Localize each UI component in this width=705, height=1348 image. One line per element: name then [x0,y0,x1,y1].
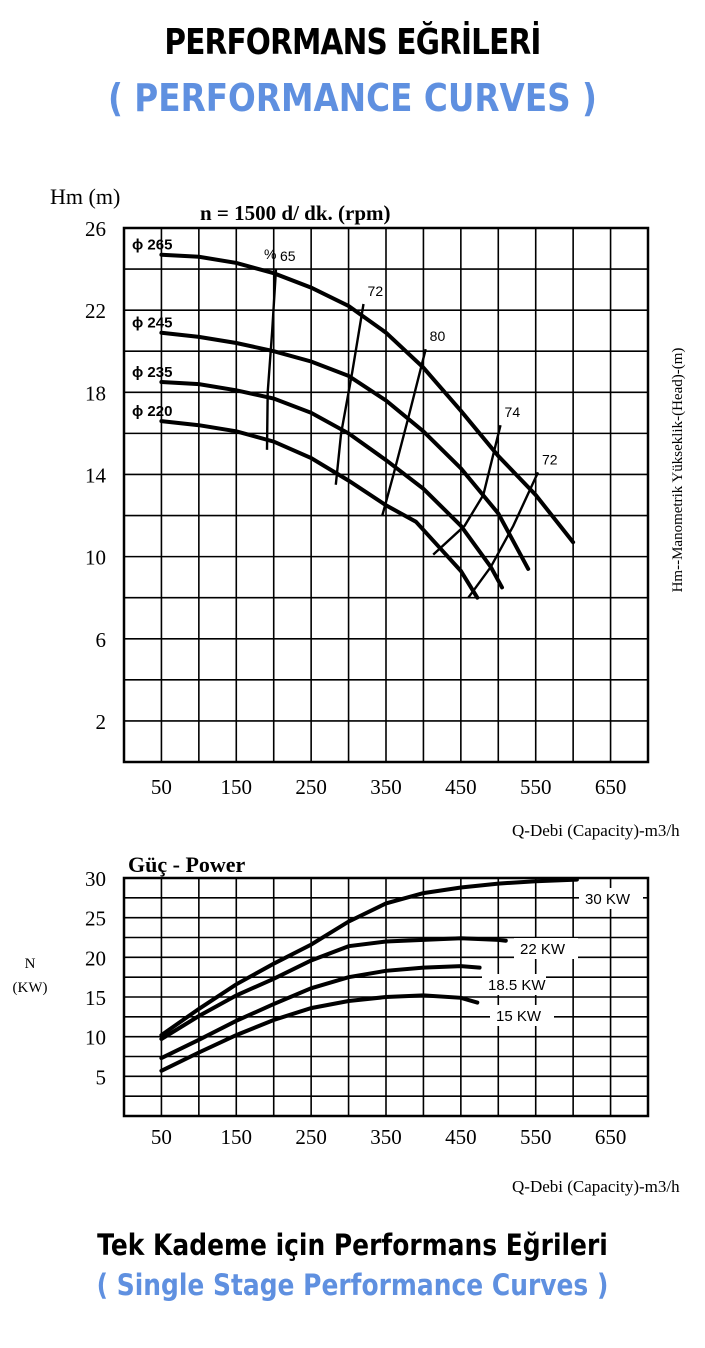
efficiency-line [467,471,540,599]
x-axis-label: Q-Debi (Capacity)-m3/h [512,821,680,840]
series-label-bg [514,938,578,959]
series-line [159,877,579,1038]
plot-frame [122,876,650,1118]
x-axis-label: Q-Debi (Capacity)-m3/h [512,1177,680,1196]
x-tick-label: 450 [445,1125,477,1149]
series-line [159,252,576,545]
series-label: ϕ 235 [132,364,172,381]
page-title: PERFORMANS EĞRİLERİ [164,22,541,63]
right-axis-label: Hm--Manometrik Yükseklik-(Head)-(m) [670,348,686,593]
x-tick-label: 150 [221,775,253,799]
efficiency-line [265,269,278,450]
plot-frame [122,226,650,764]
y-tick-label: 14 [85,463,107,487]
x-tick-label: 350 [370,775,402,799]
efficiency-label: 72 [368,283,384,299]
percent-annotation: % [264,246,276,262]
y-tick-label: 18 [85,381,106,405]
x-tick-label: 250 [295,775,327,799]
series-label: 22 KW [520,941,566,958]
x-tick-label: 350 [370,1125,402,1149]
y-tick-label: 25 [85,907,106,931]
x-tick-label: 550 [520,775,552,799]
x-tick-label: 50 [151,1125,172,1149]
y-tick-label: 30 [85,867,106,891]
efficiency-line [432,424,502,556]
series-line [159,964,482,1061]
y-axis-label: N [25,956,36,972]
y-tick-label: 2 [96,710,107,734]
page-subtitle: ( PERFORMANCE CURVES ) [107,76,598,120]
y-tick-label: 15 [85,986,106,1010]
x-tick-label: 450 [445,775,477,799]
y-tick-label: 6 [96,628,107,652]
series-line [159,380,504,590]
series-label: ϕ 220 [132,403,172,420]
y-tick-label: 5 [96,1065,107,1089]
y-tick-label: 22 [85,299,106,323]
series-label: ϕ 245 [132,315,172,332]
series-label-bg [579,888,643,909]
series-line [159,419,480,600]
series-label: 30 KW [585,891,631,908]
x-tick-label: 550 [520,1125,552,1149]
efficiency-line [334,303,365,485]
x-tick-label: 150 [221,1125,253,1149]
x-tick-label: 50 [151,775,172,799]
y-axis-label: Hm (m) [50,184,120,209]
series-label: ϕ 265 [132,237,172,254]
efficiency-label: 72 [542,451,558,467]
series-line [159,936,508,1041]
series-label: 15 KW [496,1008,542,1025]
series-line [159,993,480,1073]
x-tick-label: 650 [595,1125,627,1149]
y-tick-label: 10 [85,1026,106,1050]
x-tick-label: 250 [295,1125,327,1149]
y-tick-label: 10 [85,546,106,570]
y-tick-label: 26 [85,217,106,241]
footer-subtitle: ( Single Stage Performance Curves ) [96,1268,609,1302]
efficiency-label: 80 [430,328,446,344]
power-chart: 50 150 250 350 450 550 650 5 10 15 20 25 30 Güç - Pow… [13,852,681,1196]
efficiency-label: 65 [280,248,296,264]
efficiency-label: 74 [505,404,521,420]
series-label-bg [482,974,546,995]
chart-title: Güç - Power [128,852,246,877]
y-axis-unit: (KW) [13,980,48,996]
chart-title: n = 1500 d/ dk. (rpm) [200,201,391,225]
y-tick-label: 20 [85,946,106,970]
efficiency-line [381,348,427,516]
series-label: 18.5 KW [488,977,546,994]
footer-title: Tek Kademe için Performans Eğrileri [97,1228,608,1262]
x-tick-label: 650 [595,775,627,799]
series-line [159,330,531,571]
series-label-bg [490,1005,554,1026]
